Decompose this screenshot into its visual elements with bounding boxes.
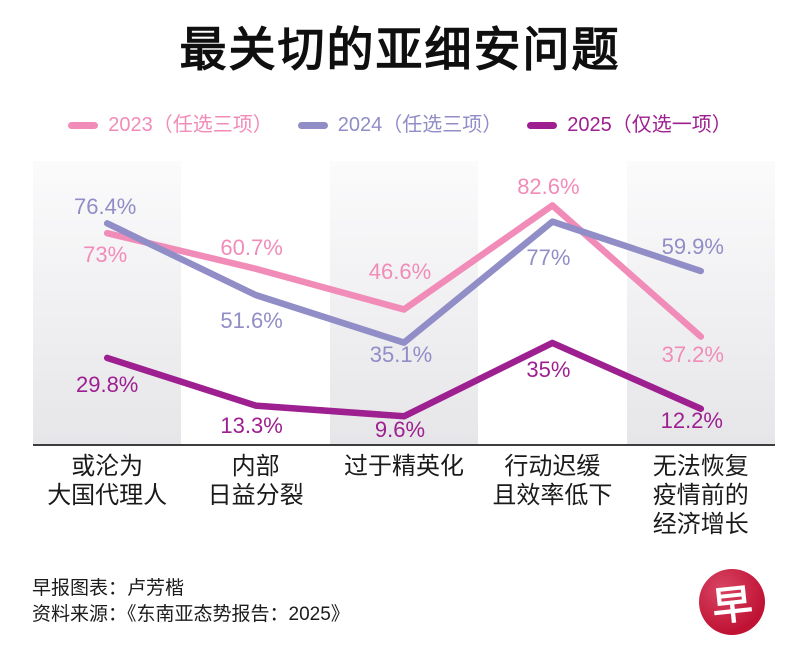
chart-title: 最关切的亚细安问题 <box>179 23 621 76</box>
category-label-line: 日益分裂 <box>207 482 304 509</box>
series-line <box>103 339 705 420</box>
series-line <box>103 218 705 346</box>
data-point-label: 12.2% <box>660 407 723 433</box>
line-layer <box>103 202 705 420</box>
series-line <box>103 202 705 340</box>
category-label-line: 大国代理人 <box>47 482 168 509</box>
x-axis-labels: 或沦为 大国代理人 内部 日益分裂 过于精英化 行动迟缓 且效率低下 无法恢复 疫情前的 经济增长 <box>33 452 775 552</box>
category-label: 无法恢复 疫情前的 经济增长 <box>653 452 749 539</box>
legend-item: 2025（仅选一项） <box>527 112 732 138</box>
data-point-label: 51.6% <box>220 307 283 333</box>
category-label: 过于精英化 <box>344 452 464 481</box>
category-label-line: 行动迟缓 <box>504 453 601 480</box>
plot-area: 73% 60.7% 46.6% 82.6% 37.2% 76.4% 51.6% 35.1% 77… <box>33 161 775 446</box>
data-point-label: 82.6% <box>517 174 580 200</box>
credit-line: 早报图表：卢芳楷 <box>32 578 185 599</box>
background-band <box>626 161 775 444</box>
category-label-line: 经济增长 <box>652 511 749 538</box>
category-label-line: 且效率低下 <box>492 482 613 509</box>
legend-swatch <box>527 121 558 129</box>
data-point-label: 77% <box>526 244 571 270</box>
legend-swatch <box>297 121 328 129</box>
background-band <box>33 161 182 444</box>
legend-label: 2025（仅选一项） <box>567 114 732 136</box>
legend-label: 2023（任选三项） <box>108 114 273 136</box>
data-point-label: 13.3% <box>220 412 283 438</box>
footer: 早报图表：卢芳楷 资料来源：《东南亚态势报告：2025》 <box>32 576 350 628</box>
category-label-line: 或沦为 <box>71 453 144 480</box>
legend-item: 2023（任选三项） <box>68 112 273 138</box>
data-point-label: 76.4% <box>73 194 137 220</box>
legend-label: 2024（任选三项） <box>337 114 503 136</box>
category-label-line: 无法恢复 <box>652 453 749 480</box>
category-label: 或沦为 大国代理人 <box>47 452 167 510</box>
data-point-label: 35.1% <box>369 341 433 367</box>
data-point-label: 29.8% <box>75 371 139 397</box>
source-line: 资料来源：《东南亚态势报告：2025》 <box>32 604 350 625</box>
legend-item: 2024（任选三项） <box>297 112 503 138</box>
legend: 2023（任选三项） 2024（任选三项） 2025（仅选一项） <box>0 112 800 138</box>
legend-swatch <box>68 121 99 129</box>
category-label-line: 疫情前的 <box>652 482 749 509</box>
data-point-label: 73% <box>83 242 128 268</box>
category-label: 行动迟缓 且效率低下 <box>492 452 612 510</box>
category-label: 内部 日益分裂 <box>208 452 304 510</box>
data-point-label: 35% <box>526 356 571 382</box>
category-label-line: 内部 <box>231 453 280 480</box>
data-point-label: 59.9% <box>661 234 724 260</box>
zaobao-logo: 早 <box>699 569 765 635</box>
logo-char: 早 <box>710 581 755 630</box>
category-label-line: 过于精英化 <box>344 453 464 480</box>
data-point-label: 60.7% <box>220 234 283 260</box>
data-point-label: 46.6% <box>368 259 432 285</box>
data-point-label: 37.2% <box>661 341 724 367</box>
data-point-label: 9.6% <box>374 417 426 443</box>
